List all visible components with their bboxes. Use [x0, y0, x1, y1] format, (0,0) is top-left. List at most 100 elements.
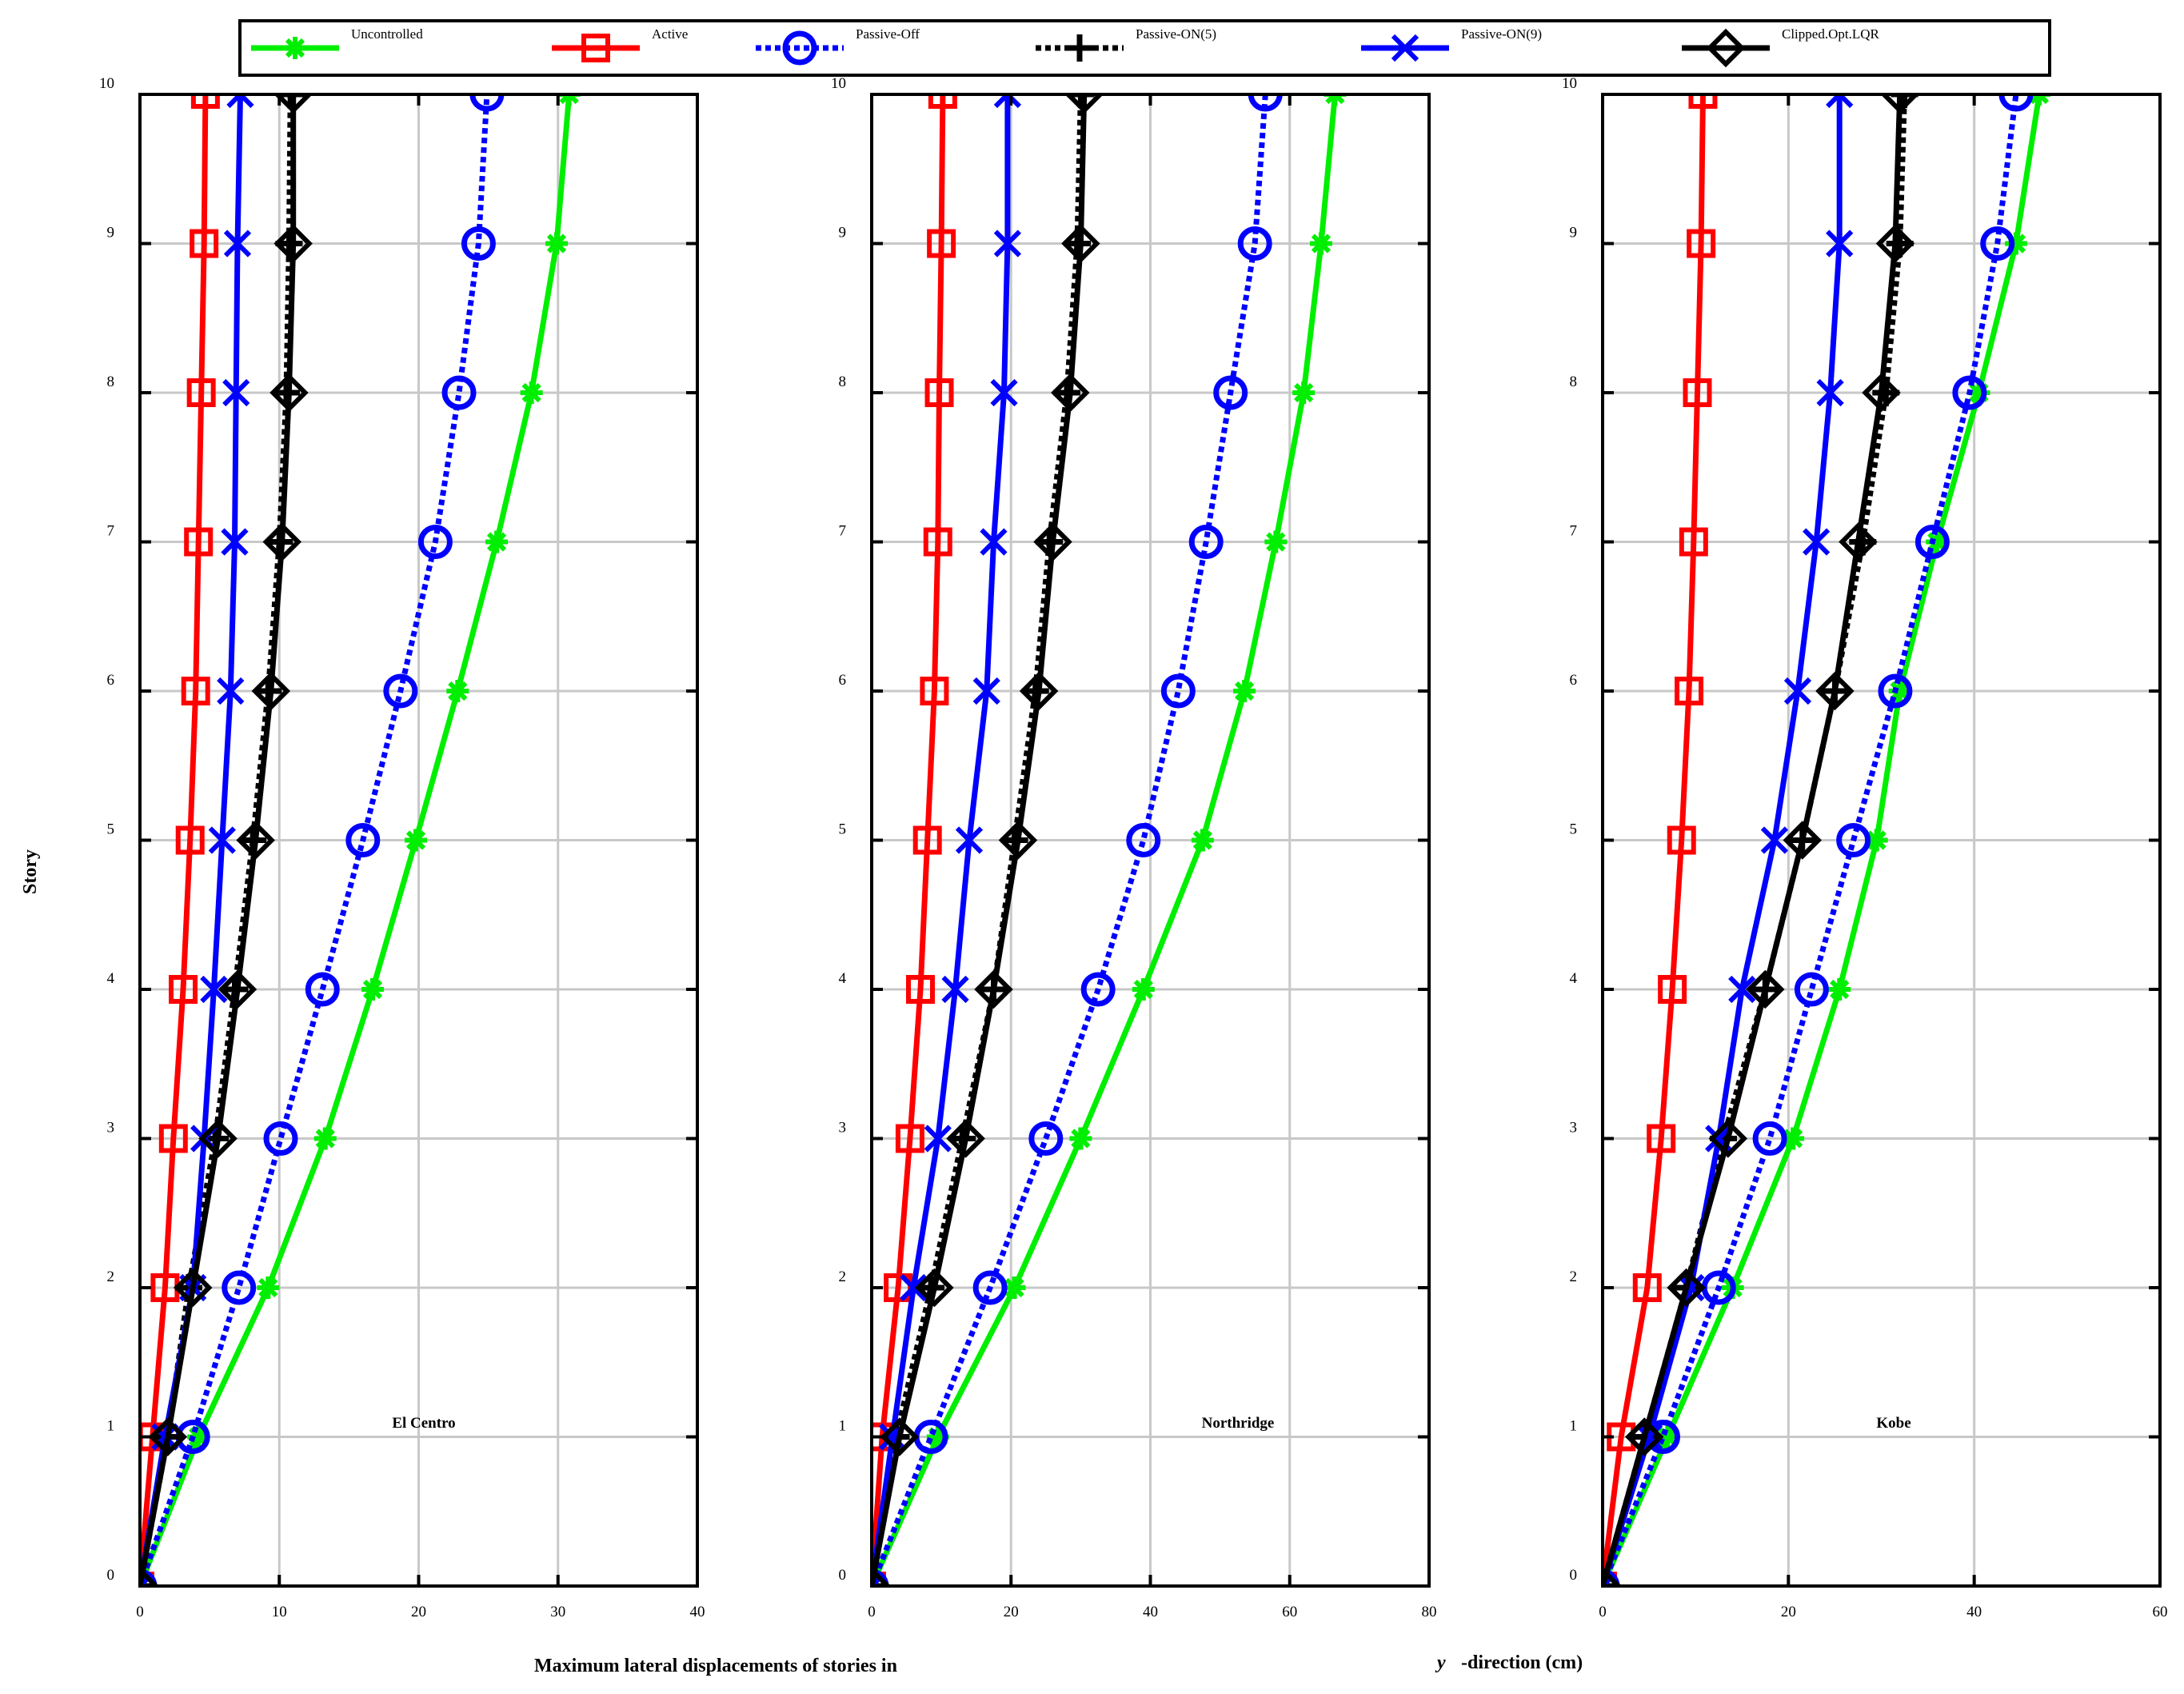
data-point-active: [924, 378, 954, 407]
data-point-active: [895, 1124, 924, 1153]
y-tick-label: 0: [107, 1567, 115, 1584]
data-point-clipped-opt-lqr: [1019, 671, 1059, 711]
data-point-uncontrolled: [520, 382, 543, 404]
data-point-clipped-opt-lqr: [1051, 373, 1090, 413]
data-point-clipped-opt-lqr: [148, 1417, 188, 1456]
data-point-uncontrolled: [545, 232, 569, 255]
y-tick-label: 4: [107, 970, 115, 987]
data-point-passive-off: [1080, 972, 1116, 1007]
data-point-passive-on-9: [1803, 528, 1831, 556]
data-point-passive-on-9: [924, 1125, 952, 1153]
x-tick-label: 40: [690, 1604, 705, 1620]
data-point-active: [1667, 825, 1696, 855]
data-point-passive-off: [1237, 226, 1272, 261]
legend-marker-plus: [1066, 34, 1093, 62]
data-point-clipped-opt-lqr: [273, 224, 313, 263]
data-point-passive-off: [441, 375, 477, 410]
data-point-active: [158, 1124, 188, 1153]
y-tick-label: 0: [1570, 1567, 1578, 1584]
data-point-clipped-opt-lqr: [1839, 522, 1878, 561]
data-point-clipped-opt-lqr: [1667, 1268, 1706, 1308]
data-point-active: [190, 229, 219, 258]
plot-area-northridge: [872, 94, 1347, 1586]
data-point-active: [1675, 677, 1704, 705]
data-point-passive-off: [461, 226, 496, 261]
data-point-uncontrolled: [313, 1127, 337, 1150]
data-point-clipped-opt-lqr: [1783, 821, 1823, 860]
data-point-uncontrolled: [1292, 382, 1316, 404]
y-tick-label: 7: [839, 523, 847, 540]
plot-area-kobe: [1603, 94, 2050, 1586]
y-tick-label: 6: [107, 672, 115, 689]
data-point-active: [169, 975, 198, 1004]
data-point-uncontrolled: [1191, 829, 1214, 852]
y-tick-label: 4: [1570, 970, 1578, 987]
x-tick-label: 40: [1966, 1604, 1982, 1620]
data-point-clipped-opt-lqr: [872, 1566, 892, 1586]
data-point-passive-off: [417, 525, 453, 559]
data-point-passive-on-9: [200, 975, 228, 1004]
data-point-passive-on-9: [1760, 826, 1789, 854]
data-point-passive-off: [1188, 525, 1224, 559]
legend-item-passive_on9: Passive-ON(9): [1361, 26, 1542, 62]
data-point-clipped-opt-lqr: [273, 94, 313, 114]
series-line-clipped-opt-lqr: [1603, 94, 1903, 1586]
data-point-clipped-opt-lqr: [1862, 373, 1901, 413]
y-tick-label: 0: [839, 1567, 847, 1584]
legend-item-uncontrolled: Uncontrolled: [251, 26, 423, 59]
data-point-passive-off: [383, 673, 418, 709]
data-point-active: [190, 94, 220, 109]
data-point-uncontrolled: [446, 680, 469, 702]
data-point-passive-on-9: [993, 230, 1022, 258]
data-point-passive-on-9: [226, 94, 254, 109]
data-point-passive-on-9: [217, 677, 245, 705]
data-point-uncontrolled: [1233, 680, 1256, 702]
data-point-passive-off: [1952, 375, 1987, 410]
data-point-uncontrolled: [1888, 680, 1911, 702]
data-point-passive-on-9: [1816, 378, 1844, 407]
series-line-active: [1603, 94, 1706, 1586]
y-tick-label: 2: [1570, 1269, 1578, 1285]
grid-layer: [140, 94, 2160, 1586]
y-axis-label: Story: [20, 849, 41, 894]
series-line-clipped-opt-lqr: [872, 94, 1088, 1586]
data-point-uncontrolled: [1865, 829, 1888, 852]
data-point-active: [175, 825, 205, 855]
data-point-clipped-opt-lqr: [173, 1268, 213, 1308]
y-tick-label: 3: [107, 1120, 115, 1137]
data-point-clipped-opt-lqr: [262, 522, 301, 561]
x-tick-label: 10: [272, 1604, 287, 1620]
data-point-clipped-opt-lqr: [1708, 1119, 1748, 1158]
y-tick-label: 7: [107, 523, 115, 540]
y-tick-label: 8: [107, 374, 115, 390]
data-point-active: [923, 527, 952, 557]
data-point-passive-on-9: [222, 378, 250, 407]
legend-marker-x: [1391, 34, 1419, 62]
series-line-passive-off: [1603, 94, 2019, 1586]
legend-label: Passive-ON(5): [1136, 26, 1216, 42]
data-point-passive-on-9: [972, 677, 1000, 705]
data-point-uncontrolled: [926, 1425, 949, 1448]
data-point-passive-on-9: [1783, 677, 1812, 705]
data-point-active: [1679, 527, 1708, 557]
data-point-clipped-opt-lqr: [270, 373, 309, 413]
data-point-uncontrolled: [1069, 1127, 1092, 1150]
data-point-passive-off: [1028, 1121, 1064, 1156]
axes-frames: [138, 93, 2162, 1588]
data-point-active: [905, 975, 935, 1004]
y-tick-label: 5: [1570, 821, 1578, 838]
data-point-active: [912, 825, 942, 855]
data-point-passive-off: [1836, 823, 1871, 857]
data-point-uncontrolled: [2004, 232, 2027, 255]
data-point-active: [927, 229, 956, 258]
data-point-uncontrolled: [485, 530, 509, 553]
data-point-passive-off: [972, 1270, 1008, 1305]
data-point-clipped-opt-lqr: [236, 821, 275, 860]
series-line-clipped-opt-lqr: [140, 94, 297, 1586]
x-axis-label-variable: y: [1435, 1652, 1446, 1673]
data-point-passive-off: [263, 1121, 298, 1156]
data-point-passive-off: [1160, 673, 1196, 709]
data-point-clipped-opt-lqr: [1815, 671, 1855, 711]
